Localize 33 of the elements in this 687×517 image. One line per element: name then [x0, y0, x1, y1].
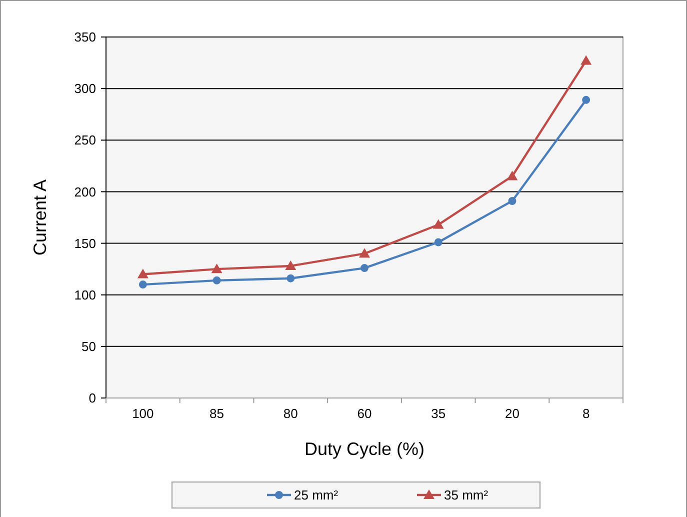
x-tick-label: 60 [357, 406, 372, 421]
point [506, 170, 518, 180]
point [359, 248, 370, 258]
y-axis-title: Current A [30, 179, 50, 256]
point [434, 238, 442, 246]
point [211, 264, 222, 274]
point [286, 274, 295, 282]
point [508, 196, 516, 205]
x-tick-label: 35 [431, 406, 446, 421]
legend-label: 25 mm² [294, 488, 339, 503]
point [580, 55, 592, 65]
x-tick-label: 8 [582, 406, 590, 421]
y-tick-label: 0 [88, 390, 96, 406]
x-axis-title: Duty Cycle (%) [304, 439, 425, 459]
legend-label: 35 mm² [444, 488, 489, 503]
y-tick-label: 300 [74, 81, 96, 96]
point [212, 276, 221, 284]
point [432, 219, 444, 229]
point [360, 264, 368, 272]
x-tick-label: 20 [504, 406, 520, 421]
point [137, 268, 148, 278]
point [285, 260, 296, 270]
point [138, 280, 147, 289]
point [582, 96, 590, 104]
y-tick-label: 100 [74, 287, 96, 302]
y-tick-label: 350 [74, 30, 96, 45]
y-tick-label: 50 [82, 338, 96, 354]
x-tick-label: 100 [132, 406, 154, 421]
y-tick-label: 150 [74, 236, 96, 251]
x-tick-label: 80 [283, 406, 298, 421]
y-tick-label: 200 [74, 184, 96, 200]
y-tick-label: 250 [74, 132, 96, 148]
x-tick-label: 85 [210, 406, 224, 421]
